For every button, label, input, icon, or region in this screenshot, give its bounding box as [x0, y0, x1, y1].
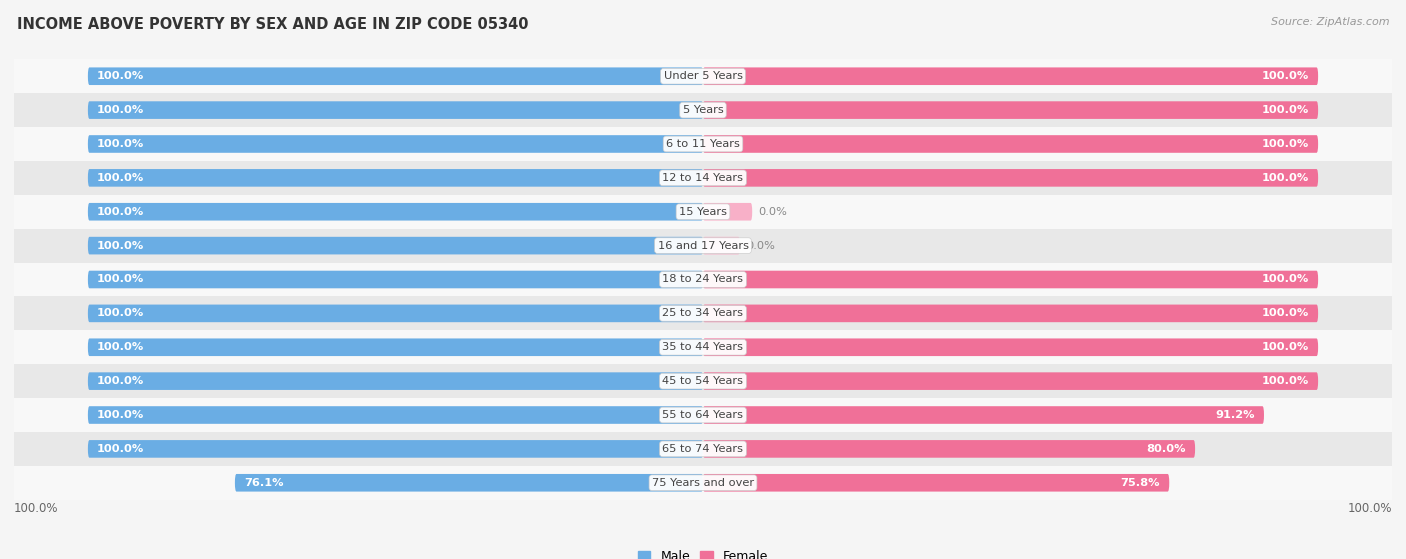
Text: 18 to 24 Years: 18 to 24 Years	[662, 274, 744, 285]
Bar	[14, 296, 1392, 330]
Text: 0.0%: 0.0%	[747, 240, 775, 250]
Text: 80.0%: 80.0%	[1146, 444, 1185, 454]
FancyBboxPatch shape	[703, 271, 1319, 288]
Text: 100.0%: 100.0%	[1261, 309, 1309, 319]
FancyBboxPatch shape	[87, 406, 703, 424]
FancyBboxPatch shape	[87, 271, 703, 288]
FancyBboxPatch shape	[703, 68, 1319, 85]
FancyBboxPatch shape	[87, 372, 703, 390]
Text: 100.0%: 100.0%	[1261, 71, 1309, 81]
Text: 100.0%: 100.0%	[97, 240, 145, 250]
Text: 65 to 74 Years: 65 to 74 Years	[662, 444, 744, 454]
Bar	[14, 263, 1392, 296]
Text: 100.0%: 100.0%	[97, 376, 145, 386]
Text: 100.0%: 100.0%	[97, 71, 145, 81]
Legend: Male, Female: Male, Female	[633, 546, 773, 559]
Text: Under 5 Years: Under 5 Years	[664, 71, 742, 81]
FancyBboxPatch shape	[703, 135, 1319, 153]
Bar	[14, 127, 1392, 161]
Text: 91.2%: 91.2%	[1215, 410, 1254, 420]
Bar	[14, 59, 1392, 93]
FancyBboxPatch shape	[87, 68, 703, 85]
FancyBboxPatch shape	[703, 474, 1170, 491]
FancyBboxPatch shape	[87, 203, 703, 221]
Text: 6 to 11 Years: 6 to 11 Years	[666, 139, 740, 149]
FancyBboxPatch shape	[703, 338, 1319, 356]
Text: 15 Years: 15 Years	[679, 207, 727, 217]
Bar	[14, 364, 1392, 398]
Text: 75 Years and over: 75 Years and over	[652, 478, 754, 488]
Text: Source: ZipAtlas.com: Source: ZipAtlas.com	[1271, 17, 1389, 27]
Text: 100.0%: 100.0%	[97, 410, 145, 420]
Text: 76.1%: 76.1%	[245, 478, 284, 488]
Text: 100.0%: 100.0%	[1347, 501, 1392, 515]
FancyBboxPatch shape	[703, 305, 1319, 322]
Text: 100.0%: 100.0%	[97, 105, 145, 115]
Text: 100.0%: 100.0%	[97, 173, 145, 183]
Text: 45 to 54 Years: 45 to 54 Years	[662, 376, 744, 386]
FancyBboxPatch shape	[703, 372, 1319, 390]
Text: 100.0%: 100.0%	[1261, 342, 1309, 352]
FancyBboxPatch shape	[703, 440, 1195, 458]
FancyBboxPatch shape	[703, 237, 740, 254]
FancyBboxPatch shape	[703, 101, 1319, 119]
FancyBboxPatch shape	[87, 440, 703, 458]
FancyBboxPatch shape	[87, 169, 703, 187]
Bar	[14, 398, 1392, 432]
FancyBboxPatch shape	[87, 135, 703, 153]
FancyBboxPatch shape	[87, 237, 703, 254]
Bar	[14, 229, 1392, 263]
Text: 16 and 17 Years: 16 and 17 Years	[658, 240, 748, 250]
Text: 100.0%: 100.0%	[1261, 274, 1309, 285]
Text: 55 to 64 Years: 55 to 64 Years	[662, 410, 744, 420]
FancyBboxPatch shape	[703, 169, 1319, 187]
Text: 100.0%: 100.0%	[1261, 105, 1309, 115]
Bar	[14, 466, 1392, 500]
Text: 25 to 34 Years: 25 to 34 Years	[662, 309, 744, 319]
Bar	[14, 93, 1392, 127]
Text: 100.0%: 100.0%	[97, 207, 145, 217]
Text: 100.0%: 100.0%	[97, 274, 145, 285]
Text: 100.0%: 100.0%	[1261, 376, 1309, 386]
FancyBboxPatch shape	[87, 101, 703, 119]
Bar	[14, 161, 1392, 195]
Text: 100.0%: 100.0%	[14, 501, 59, 515]
Text: 100.0%: 100.0%	[97, 309, 145, 319]
Text: INCOME ABOVE POVERTY BY SEX AND AGE IN ZIP CODE 05340: INCOME ABOVE POVERTY BY SEX AND AGE IN Z…	[17, 17, 529, 32]
Text: 100.0%: 100.0%	[97, 342, 145, 352]
FancyBboxPatch shape	[87, 305, 703, 322]
Text: 0.0%: 0.0%	[758, 207, 787, 217]
Bar	[14, 195, 1392, 229]
FancyBboxPatch shape	[703, 203, 752, 221]
FancyBboxPatch shape	[87, 338, 703, 356]
Text: 35 to 44 Years: 35 to 44 Years	[662, 342, 744, 352]
Text: 100.0%: 100.0%	[97, 444, 145, 454]
Text: 100.0%: 100.0%	[1261, 139, 1309, 149]
Bar	[14, 432, 1392, 466]
Text: 100.0%: 100.0%	[97, 139, 145, 149]
Text: 75.8%: 75.8%	[1121, 478, 1160, 488]
Text: 100.0%: 100.0%	[1261, 173, 1309, 183]
FancyBboxPatch shape	[235, 474, 703, 491]
FancyBboxPatch shape	[703, 406, 1264, 424]
Bar	[14, 330, 1392, 364]
Text: 12 to 14 Years: 12 to 14 Years	[662, 173, 744, 183]
Text: 5 Years: 5 Years	[683, 105, 723, 115]
